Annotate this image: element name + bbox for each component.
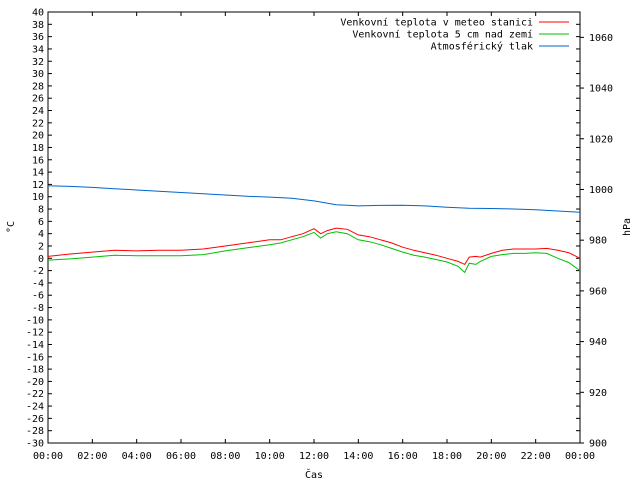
legend-label-2: Venkovní teplota 5 cm nad zemí bbox=[352, 29, 533, 41]
left-tick-label: -30 bbox=[26, 439, 44, 450]
right-tick-label: 920 bbox=[589, 388, 607, 399]
series-line-1 bbox=[47, 227, 581, 266]
left-tick-label: 22 bbox=[32, 118, 44, 129]
right-tick-label: 960 bbox=[589, 286, 607, 297]
left-tick-label: 24 bbox=[32, 106, 44, 117]
x-tick-label: 18:00 bbox=[432, 451, 462, 462]
right-tick-label: 1000 bbox=[589, 185, 613, 196]
left-axis-ticks: -30-28-26-24-22-20-18-16-14-12-10-8-6-4-… bbox=[26, 8, 580, 450]
left-tick-label: -12 bbox=[26, 328, 44, 339]
x-tick-label: 00:00 bbox=[565, 451, 595, 462]
x-axis-ticks: 00:00 02:00 04:00 06:00 08:00 10:00 12:00 14:00… bbox=[33, 12, 595, 462]
legend: Venkovní teplota v meteo staniciVenkovní… bbox=[340, 17, 569, 53]
left-tick-label: 8 bbox=[38, 205, 44, 216]
right-tick-label: 1060 bbox=[589, 33, 613, 44]
x-tick-label: 22:00 bbox=[521, 451, 551, 462]
left-tick-label: -20 bbox=[26, 377, 44, 388]
left-tick-label: -16 bbox=[26, 352, 44, 363]
left-tick-label: 30 bbox=[32, 69, 44, 80]
right-tick-label: 940 bbox=[589, 337, 607, 348]
left-tick-label: 40 bbox=[32, 8, 44, 19]
y-axis-label-right: hPa bbox=[622, 218, 633, 236]
x-tick-label: 14:00 bbox=[343, 451, 373, 462]
left-tick-label: 32 bbox=[32, 57, 44, 68]
left-tick-label: -10 bbox=[26, 315, 44, 326]
x-tick-label: 20:00 bbox=[476, 451, 506, 462]
x-tick-label: 16:00 bbox=[388, 451, 418, 462]
legend-label-1: Venkovní teplota v meteo stanici bbox=[340, 17, 533, 29]
left-tick-label: -28 bbox=[26, 426, 44, 437]
y-axis-label-left: °C bbox=[6, 221, 17, 233]
x-tick-label: 08:00 bbox=[210, 451, 240, 462]
x-tick-label: 04:00 bbox=[122, 451, 152, 462]
left-tick-label: -24 bbox=[26, 402, 44, 413]
left-tick-label: 0 bbox=[38, 254, 44, 265]
x-tick-label: 10:00 bbox=[255, 451, 285, 462]
left-tick-label: -22 bbox=[26, 389, 44, 400]
right-tick-label: 980 bbox=[589, 236, 607, 247]
right-axis-ticks: 900 920 940 960 980 1000 1020 1040 1060 bbox=[580, 33, 613, 450]
x-tick-label: 06:00 bbox=[166, 451, 196, 462]
left-tick-label: 38 bbox=[32, 20, 44, 31]
left-tick-label: -18 bbox=[26, 365, 44, 376]
left-tick-label: 20 bbox=[32, 131, 44, 142]
left-tick-label: -2 bbox=[32, 266, 44, 277]
left-tick-label: -14 bbox=[26, 340, 44, 351]
left-tick-label: -4 bbox=[32, 278, 44, 289]
left-tick-label: 16 bbox=[32, 155, 44, 166]
x-tick-label: 02:00 bbox=[77, 451, 107, 462]
legend-label-3: Atmosférický tlak bbox=[431, 41, 533, 53]
x-tick-label: 12:00 bbox=[299, 451, 329, 462]
right-tick-label: 900 bbox=[589, 439, 607, 450]
right-tick-label: 1020 bbox=[589, 134, 613, 145]
x-tick-label: 00:00 bbox=[33, 451, 63, 462]
plot-frame bbox=[47, 11, 581, 444]
right-tick-label: 1040 bbox=[589, 84, 613, 95]
left-tick-label: 12 bbox=[32, 180, 44, 191]
left-tick-label: -6 bbox=[32, 291, 44, 302]
left-tick-label: 28 bbox=[32, 81, 44, 92]
left-tick-label: 14 bbox=[32, 168, 44, 179]
plot-axes bbox=[47, 11, 581, 444]
series-line-2 bbox=[47, 231, 581, 274]
left-tick-label: 2 bbox=[38, 241, 44, 252]
left-tick-label: -26 bbox=[26, 414, 44, 425]
left-tick-label: 36 bbox=[32, 32, 44, 43]
left-tick-label: 4 bbox=[38, 229, 44, 240]
series-line-3 bbox=[47, 185, 581, 213]
left-tick-label: 26 bbox=[32, 94, 44, 105]
left-tick-label: 6 bbox=[38, 217, 44, 228]
left-tick-label: 34 bbox=[32, 44, 44, 55]
left-tick-label: -8 bbox=[32, 303, 44, 314]
x-axis-label: Čas bbox=[305, 468, 323, 480]
left-tick-label: 18 bbox=[32, 143, 44, 154]
left-tick-label: 10 bbox=[32, 192, 44, 203]
series-lines bbox=[47, 185, 581, 274]
